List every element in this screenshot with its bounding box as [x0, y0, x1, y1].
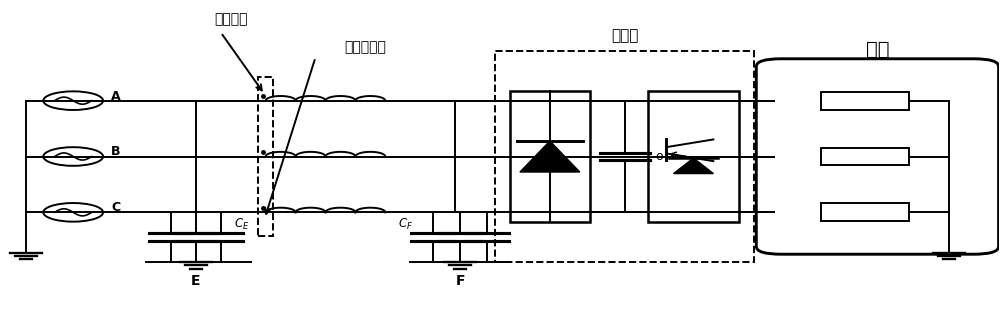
Bar — [495, 51, 754, 262]
Polygon shape — [674, 158, 713, 174]
Bar — [821, 147, 909, 166]
Text: $C_E$: $C_E$ — [234, 217, 249, 232]
Text: 电机: 电机 — [866, 40, 889, 59]
Bar — [258, 77, 273, 236]
Text: $C_F$: $C_F$ — [398, 217, 413, 232]
Text: 变频器: 变频器 — [611, 28, 638, 43]
FancyBboxPatch shape — [756, 59, 999, 254]
Text: 电流探头: 电流探头 — [214, 12, 248, 26]
Bar — [821, 92, 909, 110]
Text: F: F — [455, 274, 465, 288]
Bar — [648, 91, 739, 222]
Text: 共模抜流圈: 共模抜流圈 — [344, 40, 386, 54]
Text: E: E — [191, 274, 201, 288]
Polygon shape — [520, 141, 580, 172]
Bar — [821, 203, 909, 221]
Text: B: B — [111, 145, 121, 158]
Text: o: o — [656, 150, 663, 163]
Text: A: A — [111, 90, 121, 102]
Bar — [510, 91, 590, 222]
Text: C: C — [111, 201, 120, 214]
